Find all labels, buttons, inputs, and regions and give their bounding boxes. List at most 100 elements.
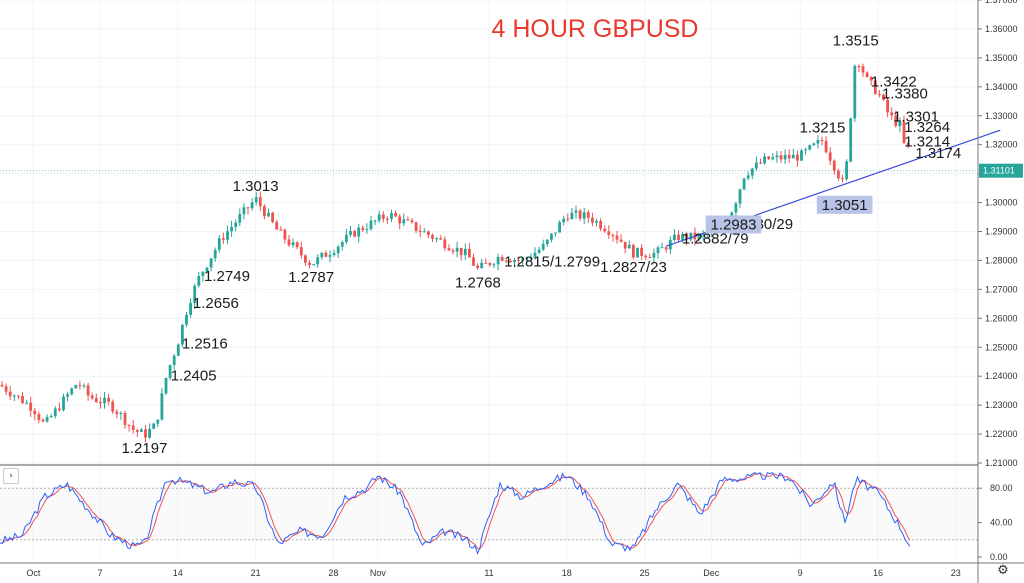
candle <box>517 259 520 261</box>
candle <box>455 247 459 252</box>
candle <box>787 155 791 159</box>
candle <box>509 260 512 263</box>
candle <box>476 265 479 268</box>
candle <box>295 242 299 248</box>
candle <box>484 262 488 264</box>
candle <box>345 234 348 242</box>
candle <box>213 249 217 259</box>
candle <box>808 145 812 150</box>
candle <box>242 207 246 215</box>
candle <box>267 212 270 217</box>
candle <box>152 423 156 429</box>
candle <box>656 247 660 254</box>
candle <box>632 244 635 258</box>
candle <box>816 140 820 144</box>
candle <box>763 156 766 164</box>
price-label: 1.2882/79 <box>682 231 749 248</box>
candle <box>373 220 377 222</box>
candle <box>447 248 451 251</box>
candle <box>574 210 578 213</box>
time-tick-label: 16 <box>873 568 883 578</box>
candle <box>841 178 844 180</box>
candle <box>443 239 447 249</box>
candle <box>176 344 180 356</box>
time-tick-label: Oct <box>26 568 41 578</box>
candle <box>570 212 574 220</box>
price-tick-label: 1.37000 <box>985 0 1018 5</box>
time-tick-label: 25 <box>640 568 650 578</box>
candle <box>246 207 250 209</box>
stochastic-series <box>0 472 911 555</box>
price-label: 1.2656 <box>193 295 239 312</box>
candle <box>558 222 561 233</box>
candle <box>619 239 623 242</box>
candle <box>148 428 151 438</box>
candle <box>271 212 274 222</box>
candle <box>324 252 328 257</box>
candle <box>529 257 533 259</box>
time-tick-label: 21 <box>251 568 261 578</box>
expand-pane-button[interactable]: › <box>3 468 19 484</box>
chart-title: 4 HOUR GBPUSD <box>492 15 699 43</box>
candle <box>644 255 648 258</box>
candle <box>8 391 12 397</box>
candle <box>119 412 123 414</box>
candle <box>779 155 783 160</box>
price-tick-label: 1.28000 <box>985 255 1018 265</box>
candle <box>254 197 258 203</box>
candle <box>185 314 188 325</box>
candle <box>640 247 643 256</box>
candle <box>685 233 689 240</box>
candle <box>172 355 176 366</box>
candle <box>492 264 496 266</box>
candle <box>4 386 8 392</box>
time-tick-label: 7 <box>98 568 103 578</box>
candle <box>611 234 615 236</box>
candle <box>791 154 795 159</box>
price-label: 1.3380 <box>882 86 928 103</box>
candle <box>82 385 86 387</box>
candle <box>135 429 139 432</box>
candle <box>62 396 65 411</box>
price-label: 1.3013 <box>233 178 279 195</box>
candle <box>746 175 750 179</box>
price-tick-label: 1.34000 <box>985 82 1018 92</box>
time-tick-label: Nov <box>370 568 387 578</box>
gear-icon[interactable]: ⚙ <box>997 563 1009 578</box>
candle <box>234 222 238 227</box>
candle <box>878 94 881 96</box>
price-label: 1.2983 <box>711 216 757 233</box>
candle <box>431 235 434 239</box>
price-grid <box>0 0 978 464</box>
candle <box>197 276 201 286</box>
price-label: 1.2815/1.2799 <box>504 253 600 270</box>
candle <box>873 80 877 95</box>
candle <box>820 140 824 142</box>
candle <box>390 212 393 219</box>
candle <box>500 256 504 261</box>
candle <box>607 231 611 235</box>
candle <box>377 214 381 221</box>
price-tick-label: 1.22000 <box>985 429 1018 439</box>
candle <box>599 220 602 229</box>
stoch-band <box>0 488 978 540</box>
price-label-box <box>705 215 762 234</box>
price-label: 1.2749 <box>204 268 250 285</box>
candle <box>189 303 192 315</box>
candle <box>894 115 898 126</box>
candle <box>812 143 816 146</box>
candle <box>480 262 484 268</box>
candle <box>898 121 902 126</box>
candle <box>681 233 684 241</box>
price-tick-label: 1.33000 <box>985 111 1018 121</box>
price-label: 1.3515 <box>833 33 879 50</box>
candle <box>33 410 37 415</box>
candle <box>865 72 869 77</box>
candle <box>299 247 303 256</box>
candle <box>771 157 775 160</box>
candle <box>181 324 184 345</box>
candle <box>537 249 541 253</box>
candle <box>422 231 426 233</box>
last-price-label: 1.31101 <box>983 166 1015 176</box>
